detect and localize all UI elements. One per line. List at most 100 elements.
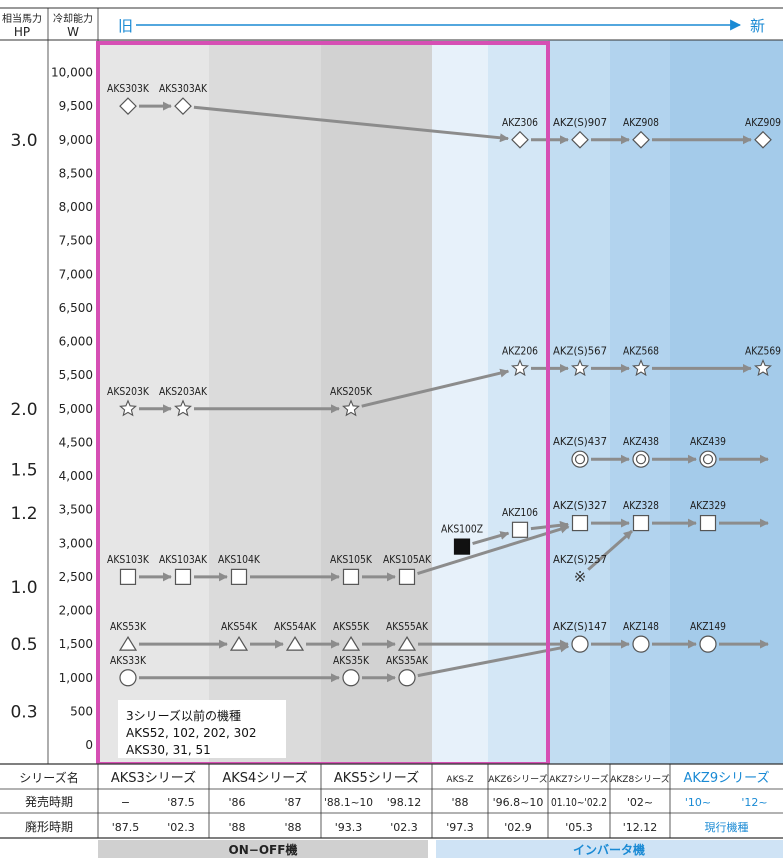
w-tick-label: 2,000 [59, 604, 93, 618]
model-marker-star [511, 358, 529, 377]
model-akzs437: AKZ(S)437 [553, 435, 607, 468]
series-table: シリーズ名 発売時期 廃形時期 AKS3シリーズ AKS4シリーズ AKS5シリーズ… [0, 763, 783, 839]
release-date: '88.1~10 [324, 796, 373, 809]
model-label: AKZ(S)567 [553, 344, 607, 357]
w-tick-label: 1,000 [59, 671, 93, 685]
hp-tick-label: 0.3 [10, 702, 37, 722]
model-label: AKZ(S)437 [553, 435, 607, 448]
model-marker-diamond [119, 97, 137, 115]
w-tick-label: 6,500 [59, 301, 93, 315]
model-label: AKZ306 [502, 116, 538, 129]
release-date: 01.10~'02.2 [551, 796, 607, 809]
footer-bars: ON−OFF機 インバータ機 [98, 840, 783, 858]
model-aks54ak: AKS54AK [274, 620, 317, 651]
release-date: '87 [284, 796, 301, 809]
model-aks103k: AKS103K [107, 553, 150, 585]
w-tick-label: 3,500 [59, 503, 93, 517]
model-marker-diamond [511, 130, 529, 149]
model-label: AKZ328 [623, 499, 659, 512]
model-label: AKZ569 [745, 344, 781, 357]
release-date: '86 [228, 796, 245, 809]
w-tick-label: 4,000 [59, 469, 93, 483]
model-label: AKZ106 [502, 506, 538, 519]
model-marker-square [571, 514, 589, 532]
model-label: AKZ329 [690, 499, 726, 512]
model-marker-star [571, 358, 589, 377]
model-marker-diamond [174, 97, 192, 115]
model-marker-diamond [571, 130, 589, 149]
model-akz328: AKZ328 [623, 499, 659, 532]
discontinued-date: '88 [284, 821, 301, 834]
model-aks54k: AKS54K [221, 620, 258, 651]
model-marker-circle [342, 669, 360, 687]
model-marker-square [342, 568, 360, 585]
model-label: AKS55AK [386, 620, 429, 633]
link-arrow [472, 531, 510, 545]
model-label: AKS103AK [159, 553, 208, 566]
model-marker-diamond [754, 130, 772, 149]
model-marker-triangle [285, 635, 305, 651]
model-akzs567: AKZ(S)567 [553, 344, 607, 377]
model-nodes: AKS303K AKS303AK AKZ306 AKZ(S)907 AKZ908 AKZ9… [107, 82, 781, 687]
link-arrow [417, 524, 570, 576]
model-aks203ak: AKS203AK [159, 385, 208, 417]
w-tick-label: 5,000 [59, 402, 93, 416]
hp-header-label: 相当馬力 [2, 12, 42, 25]
old-label: 旧 [118, 17, 133, 35]
hp-tick-label: 1.0 [10, 578, 37, 598]
w-tick-label: 7,500 [59, 234, 93, 248]
model-label: AKS203K [107, 385, 150, 398]
model-marker-square [230, 568, 248, 585]
model-aks55ak: AKS55AK [386, 620, 429, 651]
row-label-release: 発売時期 [25, 794, 73, 809]
model-marker-kome: ※ [574, 568, 587, 586]
model-aks303ak: AKS303AK [159, 82, 208, 115]
model-label: AKZ908 [623, 116, 659, 129]
model-akz148: AKZ148 [623, 620, 659, 653]
model-marker-square [119, 568, 137, 585]
discontinued-date: '88 [228, 821, 245, 834]
model-marker-square [699, 514, 717, 532]
model-aks35ak: AKS35AK [386, 654, 429, 687]
model-label: AKS105AK [383, 553, 432, 566]
model-marker-star [119, 399, 137, 417]
release-date: '98.12 [387, 796, 422, 809]
model-aks100z: AKS100Z [441, 523, 483, 555]
model-label: AKS205K [330, 385, 373, 398]
model-marker-square [511, 521, 529, 538]
release-date: '12~ [741, 796, 767, 809]
model-marker-star [174, 399, 192, 417]
model-label: AKZ(S)327 [553, 499, 607, 512]
y-axis: 10,000 9,500 9,000 8,500 8,000 7,500 7,000 6,50… [10, 66, 93, 753]
model-label: AKZ149 [690, 620, 726, 633]
release-date: − [121, 796, 130, 809]
hp-tick-label: 1.5 [10, 460, 37, 480]
model-akz438: AKZ438 [623, 435, 659, 468]
discontinued-date: '97.3 [446, 821, 474, 834]
model-aks105ak: AKS105AK [383, 553, 432, 585]
series-name: AKS3シリーズ [111, 770, 196, 786]
release-date: '10~ [685, 796, 711, 809]
w-tick-label: 8,500 [59, 166, 93, 180]
model-aks205k: AKS205K [330, 385, 373, 417]
w-tick-label: 0 [85, 738, 93, 752]
discontinued-date: '87.5 [112, 821, 140, 834]
legacy-note-line2: AKS30, 31, 51 [126, 743, 211, 757]
w-tick-label: 4,500 [59, 435, 93, 449]
model-label: AKS35AK [386, 654, 429, 667]
model-marker-dcircle-inner [702, 454, 714, 465]
model-marker-dcircle [571, 450, 589, 468]
hp-header-unit: HP [14, 25, 30, 39]
model-label: AKS103K [107, 553, 150, 566]
model-marker-triangle [118, 635, 138, 651]
model-label: AKS54K [221, 620, 258, 633]
model-akzs147: AKZ(S)147 [553, 620, 607, 653]
w-tick-label: 5,500 [59, 368, 93, 382]
model-akzs907: AKZ(S)907 [553, 116, 607, 149]
w-tick-label: 2,500 [59, 570, 93, 584]
hp-tick-label: 1.2 [10, 504, 37, 524]
model-label: AKS303AK [159, 82, 208, 95]
link-arrow [193, 105, 509, 143]
model-label: AKS53K [110, 620, 147, 633]
model-label: AKZ909 [745, 116, 781, 129]
